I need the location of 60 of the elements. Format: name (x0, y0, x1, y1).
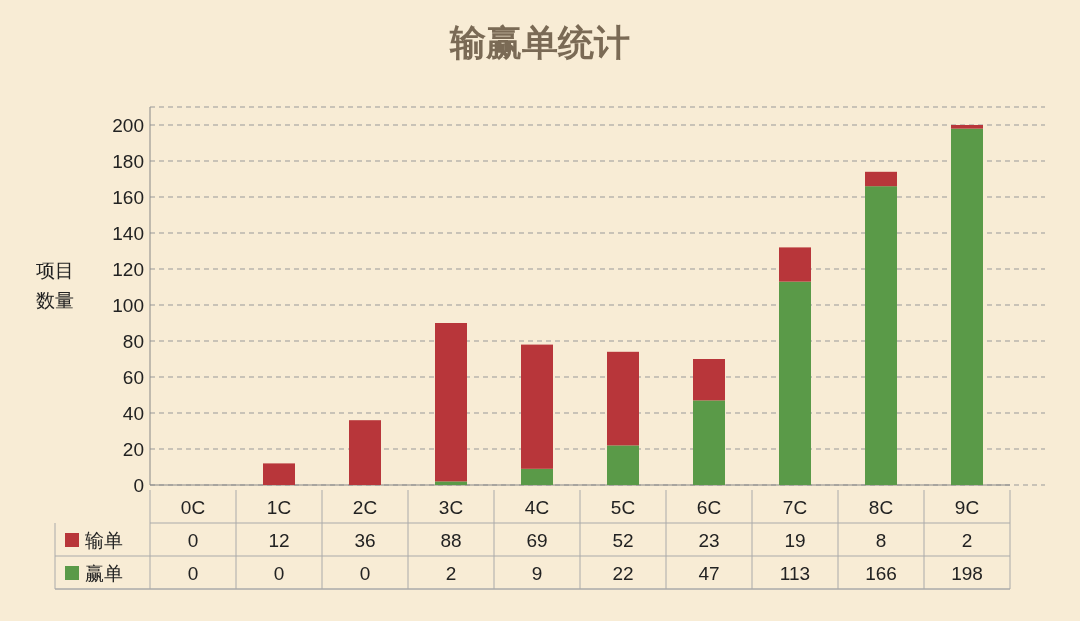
x-tick-label: 7C (782, 497, 808, 518)
data-label: 12 (268, 530, 290, 551)
x-tick-label: 6C (696, 497, 722, 518)
data-label: 166 (865, 563, 897, 584)
data-label: 113 (779, 563, 811, 584)
y-tick-label: 140 (112, 223, 144, 244)
legend-label: 输单 (85, 530, 123, 551)
x-tick-label: 2C (352, 497, 378, 518)
bar (693, 359, 725, 401)
data-label: 69 (526, 530, 548, 551)
y-tick-label: 20 (122, 439, 144, 460)
bar (435, 323, 467, 482)
x-tick-label: 1C (266, 497, 292, 518)
x-tick-label: 0C (180, 497, 206, 518)
data-label: 88 (440, 530, 462, 551)
data-label: 2 (961, 530, 973, 551)
data-label: 52 (612, 530, 634, 551)
bar (607, 351, 639, 446)
chart-title: 输赢单统计 (449, 22, 630, 63)
x-tick-label: 4C (524, 497, 550, 518)
data-label: 36 (354, 530, 376, 551)
x-tick-label: 8C (868, 497, 894, 518)
data-label: 19 (784, 530, 806, 551)
data-label: 0 (187, 563, 199, 584)
x-tick-label: 9C (954, 497, 980, 518)
bar (263, 463, 295, 485)
bar (779, 281, 811, 485)
data-label: 0 (187, 530, 199, 551)
bar (693, 400, 725, 485)
bar (435, 481, 467, 485)
x-tick-label: 3C (438, 497, 464, 518)
y-axis-title: 项目数量 (36, 260, 74, 311)
data-label: 8 (875, 530, 887, 551)
bar (951, 125, 983, 129)
bar (865, 171, 897, 187)
data-label: 198 (951, 563, 983, 584)
y-tick-label: 60 (122, 367, 144, 388)
y-tick-label: 100 (112, 295, 144, 316)
bar (521, 344, 553, 469)
data-label: 0 (359, 563, 371, 584)
data-label: 47 (698, 563, 720, 584)
data-label: 9 (531, 563, 543, 584)
y-tick-label: 120 (112, 259, 144, 280)
y-tick-label: 40 (122, 403, 144, 424)
bar (779, 247, 811, 282)
y-tick-label: 80 (122, 331, 144, 352)
y-tick-label: 180 (112, 151, 144, 172)
bar (951, 128, 983, 485)
data-label: 22 (612, 563, 634, 584)
bar (607, 445, 639, 485)
bar (521, 468, 553, 485)
bar (865, 186, 897, 485)
data-label: 0 (273, 563, 285, 584)
legend-label: 赢单 (85, 563, 123, 584)
data-label: 23 (698, 530, 720, 551)
x-tick-label: 5C (610, 497, 636, 518)
bar (349, 420, 381, 485)
data-label: 2 (445, 563, 457, 584)
y-tick-label: 160 (112, 187, 144, 208)
y-tick-label: 200 (112, 115, 144, 136)
